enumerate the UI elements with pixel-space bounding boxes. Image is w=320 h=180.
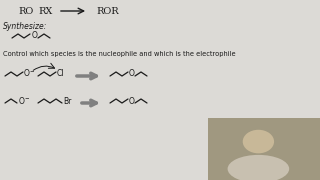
- Text: RO: RO: [18, 7, 33, 16]
- Text: Br: Br: [63, 96, 71, 105]
- Text: Synthesize:: Synthesize:: [3, 22, 47, 31]
- Text: O: O: [23, 69, 29, 78]
- Bar: [208, 118, 320, 180]
- Text: O: O: [19, 96, 24, 105]
- Text: O: O: [129, 69, 135, 78]
- Text: O: O: [31, 31, 37, 40]
- Text: ROR: ROR: [96, 7, 119, 16]
- Ellipse shape: [228, 155, 289, 180]
- Ellipse shape: [243, 130, 274, 153]
- Text: −: −: [25, 96, 29, 100]
- Text: RX: RX: [38, 7, 52, 16]
- Text: −: −: [29, 69, 34, 73]
- Text: Control which species is the nucleophile and which is the electrophile: Control which species is the nucleophile…: [3, 51, 236, 57]
- Text: O: O: [129, 96, 135, 105]
- Text: Cl: Cl: [57, 69, 65, 78]
